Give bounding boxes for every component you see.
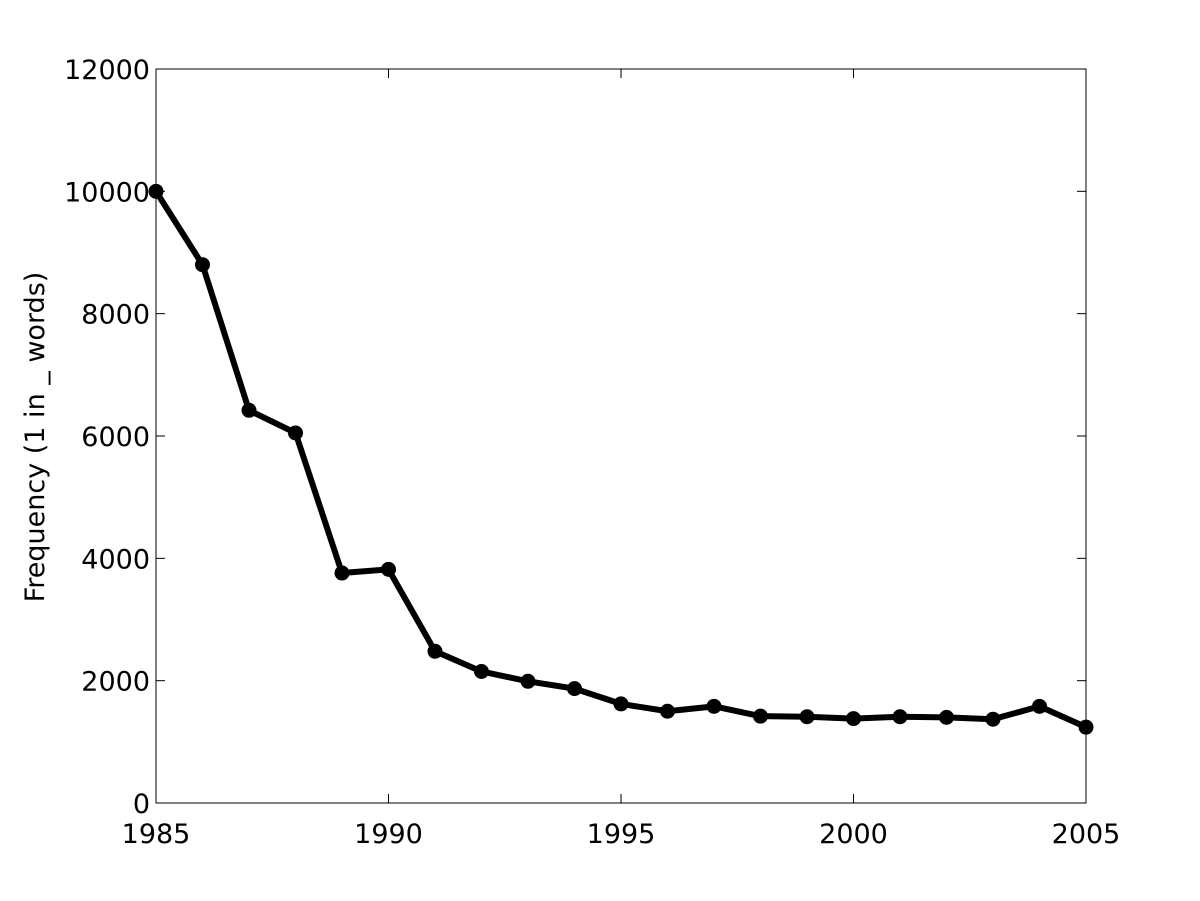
- y-tick-label: 12000: [64, 55, 150, 86]
- data-point: [706, 698, 722, 714]
- data-point: [753, 708, 768, 724]
- data-point: [148, 183, 164, 199]
- data-point: [939, 709, 954, 725]
- y-tick-label: 2000: [81, 667, 150, 698]
- data-point: [520, 673, 536, 689]
- data-point: [985, 711, 1001, 727]
- data-point: [567, 681, 582, 697]
- data-point: [1032, 698, 1047, 714]
- data-point: [334, 565, 350, 581]
- data-point: [288, 425, 303, 441]
- y-tick-label: 6000: [81, 422, 150, 453]
- data-point: [195, 257, 210, 273]
- x-tick-label: 1995: [587, 819, 656, 850]
- y-axis-label: Frequency (1 in _ words): [20, 272, 51, 603]
- y-tick-label: 10000: [64, 177, 150, 208]
- data-point: [1078, 719, 1094, 735]
- data-point: [846, 711, 861, 727]
- x-tick-label: 1985: [122, 819, 191, 850]
- data-point: [241, 402, 257, 418]
- axis-tick-labels: 1985 1990 1995 2000 2005 0 2000 4000 6000 8000 100…: [64, 55, 1120, 850]
- x-tick-label: 2005: [1052, 819, 1121, 850]
- data-point: [660, 703, 675, 719]
- data-point: [474, 663, 489, 679]
- x-tick-label: 2000: [819, 819, 888, 850]
- data-point: [799, 709, 815, 725]
- y-tick-label: 0: [133, 789, 150, 820]
- data-point: [427, 643, 443, 659]
- x-tick-label: 1990: [354, 819, 423, 850]
- y-tick-label: 8000: [81, 300, 150, 331]
- y-tick-label: 4000: [81, 544, 150, 575]
- data-point: [381, 561, 396, 577]
- series-layer: [148, 183, 1094, 735]
- series-line: [153, 188, 1089, 731]
- data-point: [892, 709, 908, 725]
- data-point: [613, 696, 629, 712]
